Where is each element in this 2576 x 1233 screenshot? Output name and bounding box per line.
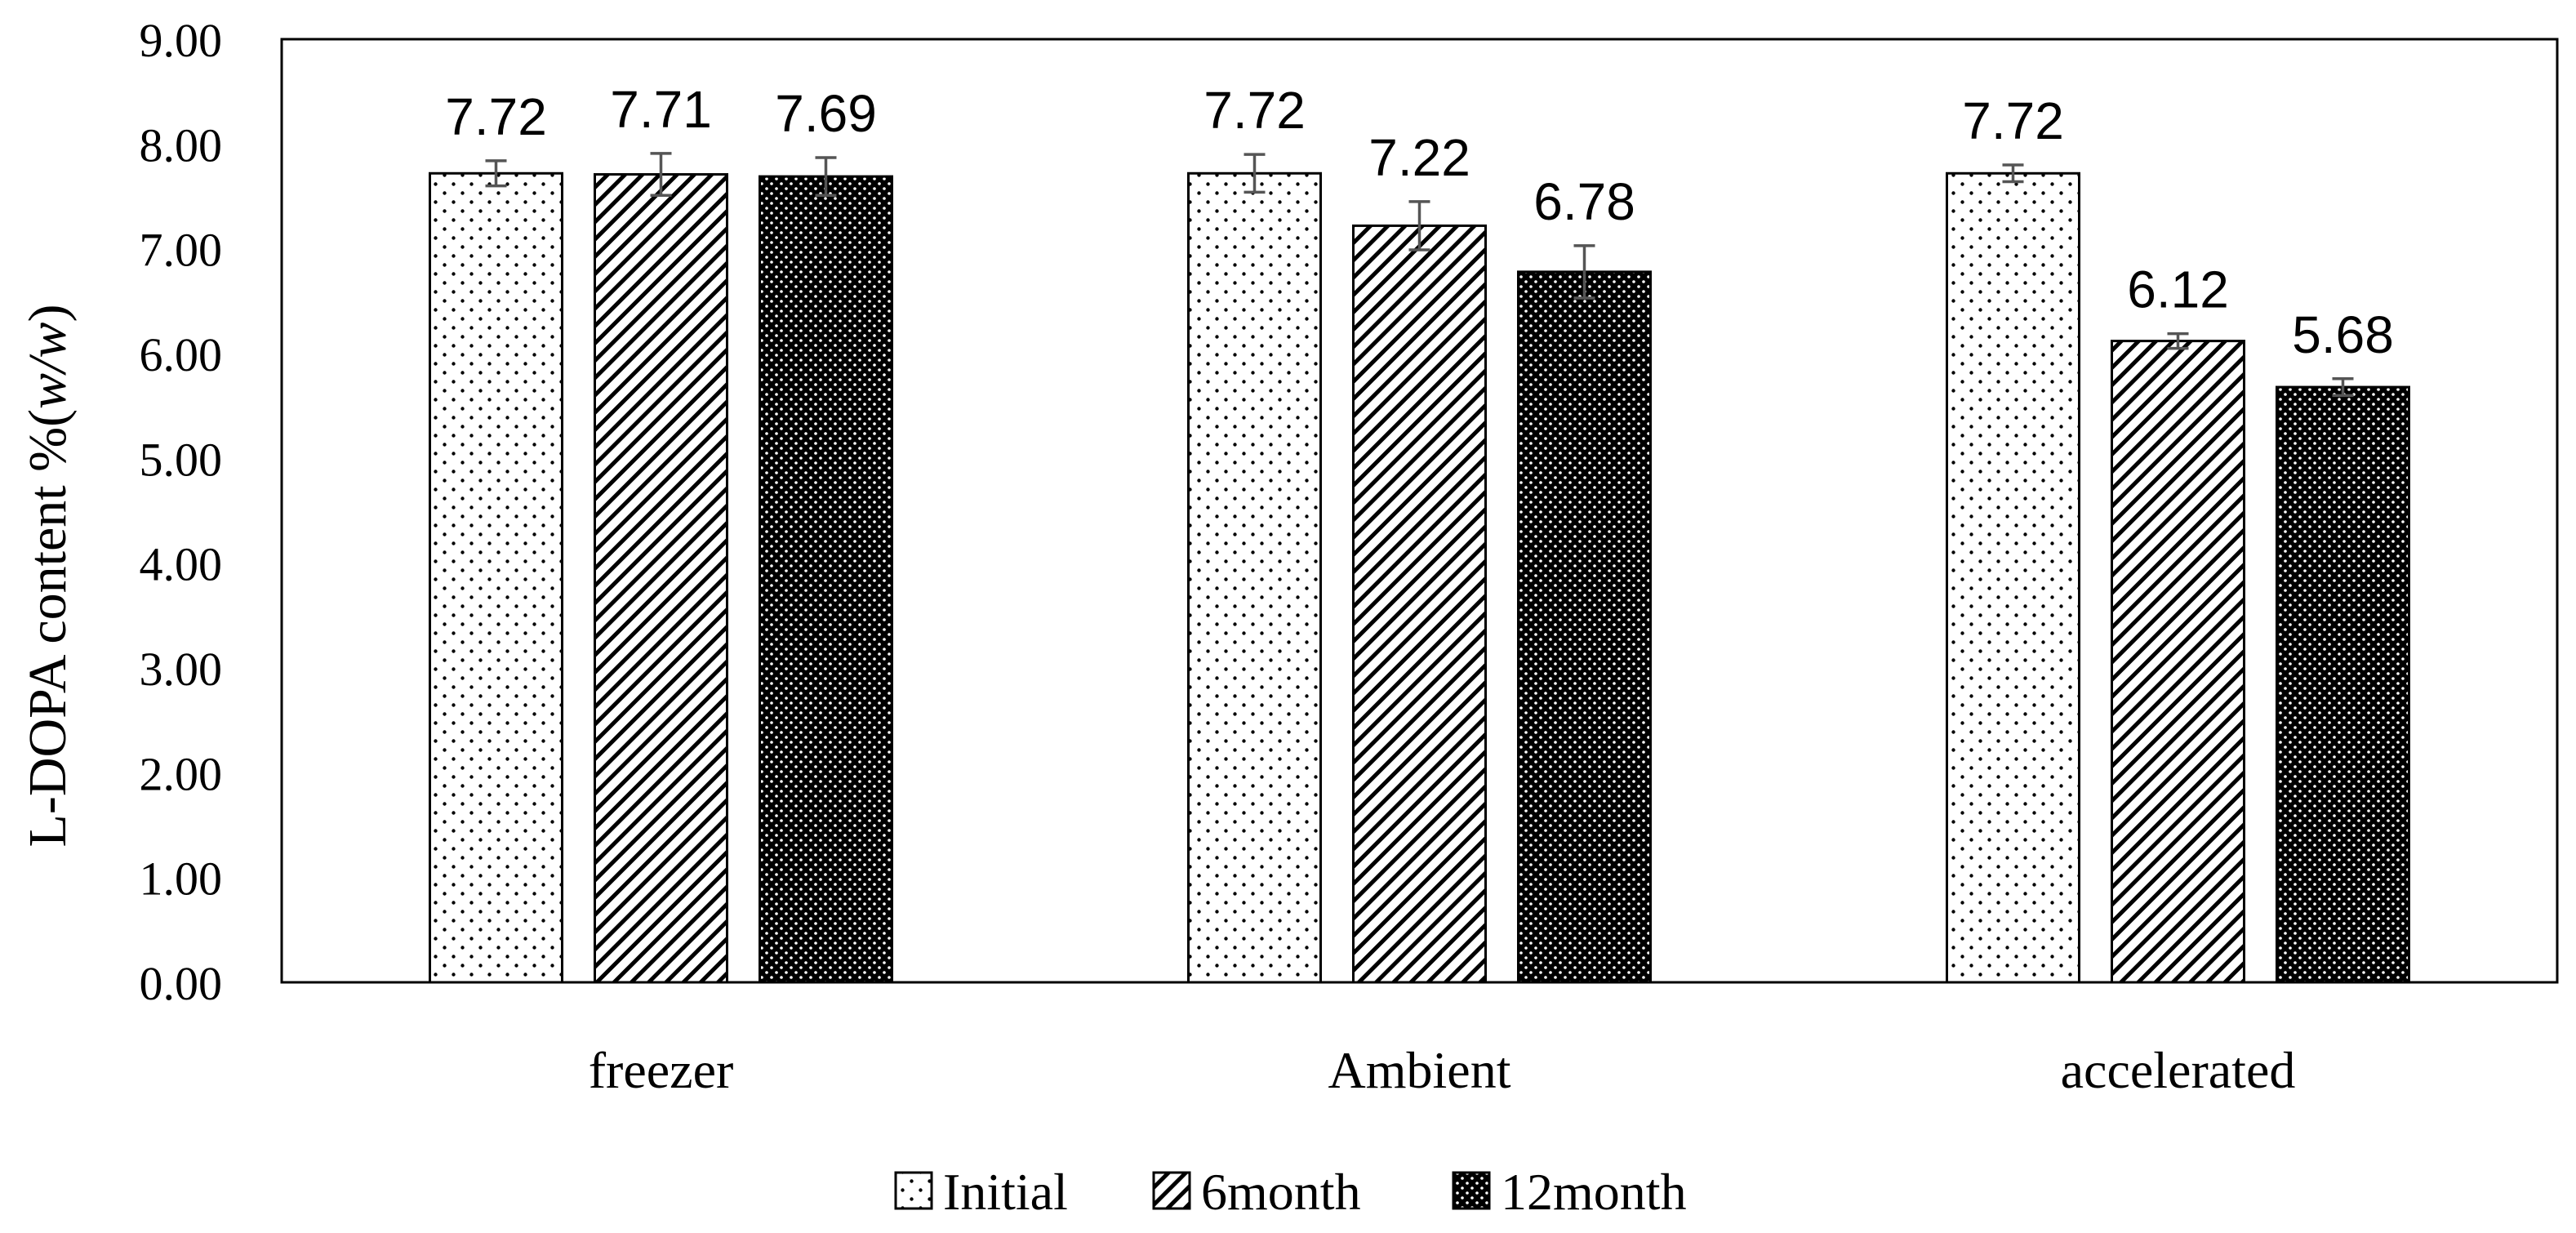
data-label: 7.22 [1368, 128, 1470, 187]
legend-swatch [1452, 1171, 1491, 1210]
x-tick-label: accelerated [2061, 1041, 2296, 1099]
y-axis-title-unit: w/w [18, 323, 78, 409]
data-label: 7.69 [775, 84, 877, 143]
error-bar [2167, 332, 2189, 350]
data-label: 7.71 [610, 80, 712, 139]
bar-6month-accelerated [2111, 340, 2245, 984]
y-tick-label: 4.00 [140, 538, 223, 591]
data-label: 6.12 [2127, 260, 2229, 319]
y-tick-label: 9.00 [140, 14, 223, 67]
y-tick-label: 1.00 [140, 852, 223, 906]
x-tick-label: Ambient [1328, 1041, 1511, 1099]
x-tick-label: freezer [589, 1041, 734, 1099]
bar-12month-ambient [1517, 270, 1652, 984]
y-tick-label: 0.00 [140, 957, 223, 1010]
error-bar [2002, 163, 2024, 184]
legend-item-initial: Initial [894, 1163, 1068, 1221]
error-bar [485, 159, 507, 188]
y-tick-label: 3.00 [140, 643, 223, 696]
bar-initial-ambient [1187, 171, 1322, 984]
bar-12month-freezer [759, 175, 893, 984]
bar-12month-accelerated [2276, 385, 2410, 984]
legend-label: Initial [943, 1163, 1068, 1221]
bar-initial-freezer [429, 171, 563, 984]
error-bar [1244, 153, 1266, 194]
y-tick-label: 8.00 [140, 118, 223, 171]
y-tick-label: 6.00 [140, 328, 223, 381]
data-label: 7.72 [1962, 91, 2064, 150]
legend-label: 12month [1501, 1163, 1687, 1221]
y-tick-label: 2.00 [140, 747, 223, 800]
legend-swatch [894, 1171, 933, 1210]
data-label: 7.72 [445, 87, 547, 146]
legend-swatch [1152, 1171, 1191, 1210]
y-tick-label: 5.00 [140, 433, 223, 486]
y-axis-title: L-DOPA content %(w/w) [18, 305, 78, 848]
bar-initial-accelerated [1946, 171, 2080, 984]
error-bar [815, 156, 837, 197]
error-bar [1408, 200, 1430, 251]
legend: Initial 6month 12month [894, 1163, 1687, 1221]
error-bar [2332, 377, 2354, 398]
legend-item-6month: 6month [1152, 1163, 1361, 1221]
data-label: 6.78 [1533, 172, 1635, 231]
y-axis-title-close: ) [18, 305, 78, 323]
y-axis-title-main: L-DOPA content %( [18, 409, 78, 848]
data-label: 7.72 [1203, 81, 1306, 140]
error-bar [1573, 244, 1595, 300]
bar-6month-freezer [594, 173, 728, 984]
legend-label: 6month [1201, 1163, 1361, 1221]
error-bar [650, 152, 672, 197]
y-tick-label: 7.00 [140, 224, 223, 277]
bar-6month-ambient [1352, 224, 1487, 984]
data-label: 5.68 [2292, 305, 2394, 364]
legend-item-12month: 12month [1452, 1163, 1687, 1221]
